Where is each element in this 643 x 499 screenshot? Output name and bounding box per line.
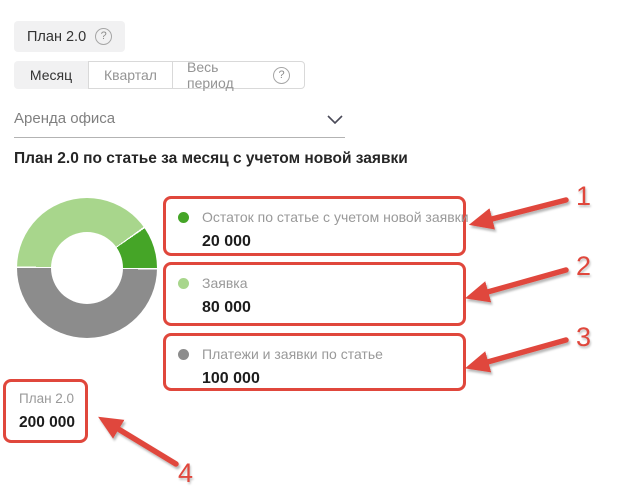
help-icon[interactable]: ? bbox=[95, 28, 113, 45]
tab-whole-period-label: Весь период bbox=[187, 59, 234, 91]
arrow-1 bbox=[468, 197, 569, 230]
donut-chart bbox=[17, 198, 157, 338]
arrow-2 bbox=[464, 267, 569, 303]
tab-whole-period[interactable]: Весь период ? bbox=[172, 59, 305, 91]
legend-value: 80 000 bbox=[202, 299, 251, 316]
series-bullet-green bbox=[178, 211, 189, 223]
tab-quarter[interactable]: Квартал bbox=[88, 61, 172, 89]
article-select[interactable]: Аренда офиса bbox=[14, 105, 345, 138]
chevron-down-icon bbox=[327, 115, 343, 124]
article-select-value: Аренда офиса bbox=[14, 110, 116, 127]
series-bullet-lightgreen bbox=[178, 277, 189, 289]
plan-total-value: 200 000 bbox=[19, 414, 76, 431]
plan-total-label: План 2.0 bbox=[19, 391, 75, 406]
annotation-number-3: 3 bbox=[576, 322, 592, 352]
plan-total-box: План 2.0 200 000 bbox=[3, 379, 88, 443]
annotation-number-4: 4 bbox=[178, 458, 194, 488]
donut-hole bbox=[51, 232, 123, 304]
tab-quarter-label: Квартал bbox=[104, 67, 157, 83]
arrow-4 bbox=[98, 416, 179, 467]
legend-label: Платежи и заявки по статье bbox=[202, 346, 383, 362]
plan-chip-label: План 2.0 bbox=[27, 28, 87, 45]
legend-item-request: Заявка 80 000 bbox=[163, 262, 466, 326]
plan-chip[interactable]: План 2.0 ? bbox=[14, 21, 126, 52]
legend-value: 100 000 bbox=[202, 370, 260, 387]
series-bullet-gray bbox=[178, 348, 189, 360]
section-title: План 2.0 по статье за месяц с учетом нов… bbox=[14, 150, 408, 167]
legend-value: 20 000 bbox=[202, 233, 251, 250]
tab-month-label: Месяц bbox=[29, 67, 73, 83]
legend-label: Остаток по статье с учетом новой заявки bbox=[202, 209, 469, 225]
help-icon[interactable]: ? bbox=[273, 66, 290, 84]
legend-label: Заявка bbox=[202, 275, 248, 291]
annotation-number-2: 2 bbox=[576, 251, 592, 281]
period-tabs: Месяц Квартал Весь период ? bbox=[14, 59, 305, 91]
legend-item-remainder: Остаток по статье с учетом новой заявки … bbox=[163, 196, 469, 256]
tab-month[interactable]: Месяц bbox=[14, 61, 88, 89]
arrow-3 bbox=[464, 337, 569, 373]
legend-item-payments: Платежи и заявки по статье 100 000 bbox=[163, 333, 466, 391]
annotation-number-1: 1 bbox=[576, 181, 592, 211]
